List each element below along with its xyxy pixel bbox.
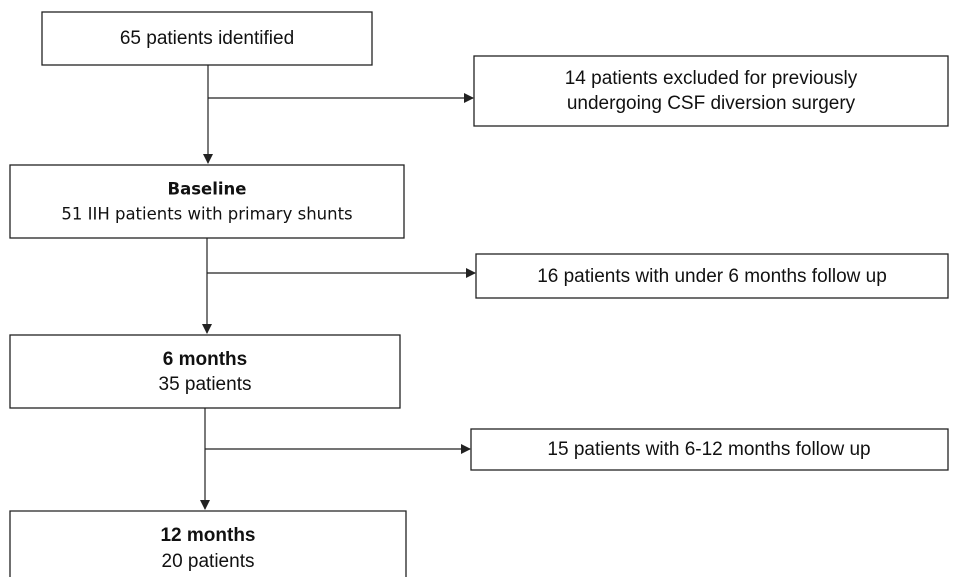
node-heading: 6 months bbox=[163, 349, 247, 370]
box bbox=[9, 164, 405, 239]
connectors bbox=[200, 65, 476, 510]
box bbox=[41, 11, 373, 66]
node-text: 65 patients identified bbox=[120, 28, 294, 49]
node-text: 35 patients bbox=[159, 374, 252, 395]
node-text: 16 patients with under 6 months follow u… bbox=[537, 266, 887, 287]
box bbox=[473, 55, 949, 127]
box bbox=[470, 428, 949, 471]
node-text: 51 IIH patients with primary shunts bbox=[61, 205, 352, 224]
node-text: undergoing CSF diversion surgery bbox=[567, 93, 856, 114]
node-heading: Baseline bbox=[168, 180, 247, 199]
box bbox=[475, 253, 949, 299]
node-text: 15 patients with 6-12 months follow up bbox=[547, 439, 870, 460]
box bbox=[9, 334, 401, 409]
node-heading: 12 months bbox=[160, 525, 255, 546]
node-text: 14 patients excluded for previously bbox=[565, 68, 858, 89]
node-text: 20 patients bbox=[162, 551, 255, 572]
box bbox=[9, 510, 407, 577]
